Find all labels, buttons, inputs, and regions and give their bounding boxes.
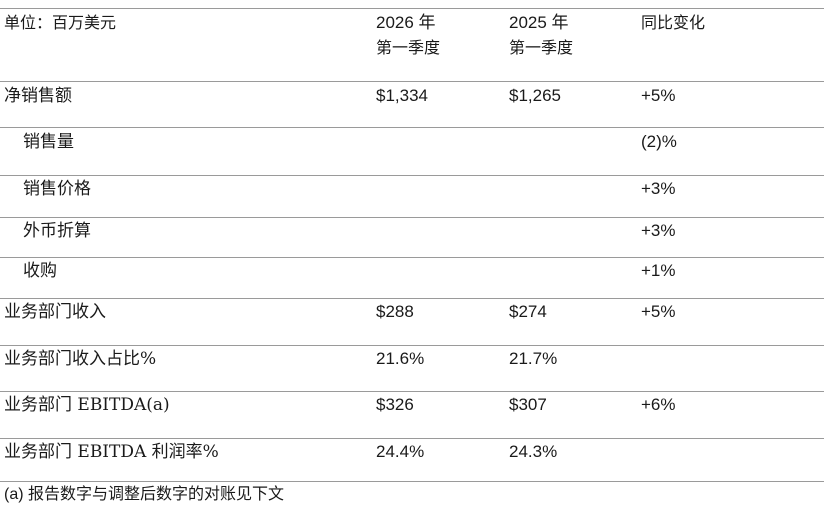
col-change: 同比变化	[641, 13, 706, 32]
value-2026: $326	[376, 395, 414, 414]
table-row: 外币折算 +3%	[0, 217, 824, 257]
unit-label: 单位：百万美元	[4, 13, 117, 32]
value-2025: $307	[509, 395, 547, 414]
row-label: 业务部门 EBITDA 利润率%	[4, 442, 219, 462]
yoy-change: +3%	[641, 179, 676, 198]
financial-table: 单位：百万美元 2026 年 第一季度 2025 年 第一季度 同比变化 净销售…	[0, 8, 824, 482]
row-label: 销售量	[23, 132, 74, 152]
table-row: 业务部门 EBITDA(a) $326 $307 +6%	[0, 391, 824, 438]
value-2026: 24.4%	[376, 442, 425, 461]
col-2026-year: 2026 年	[376, 13, 436, 32]
col-2025-year: 2025 年	[509, 13, 569, 32]
table-row: 销售价格 +3%	[0, 175, 824, 217]
value-2025: $274	[509, 302, 547, 321]
row-label: 收购	[23, 261, 57, 281]
value-2025: 21.7%	[509, 349, 558, 368]
table-header-row: 单位：百万美元 2026 年 第一季度 2025 年 第一季度 同比变化	[0, 8, 824, 81]
yoy-change: +5%	[641, 302, 676, 321]
footnote: (a) 报告数字与调整后数字的对账见下文	[4, 486, 285, 503]
yoy-change: +3%	[641, 221, 676, 240]
value-2026: $1,334	[376, 86, 428, 105]
row-label: 外币折算	[23, 221, 91, 241]
yoy-change: +5%	[641, 86, 676, 105]
table-row: 业务部门 EBITDA 利润率% 24.4% 24.3%	[0, 438, 824, 482]
table-row: 收购 +1%	[0, 257, 824, 298]
row-label: 销售价格	[23, 179, 91, 199]
row-label: 业务部门收入占比%	[4, 349, 157, 369]
row-label: 净销售额	[4, 86, 72, 106]
yoy-change: +6%	[641, 395, 676, 414]
value-2026: $288	[376, 302, 414, 321]
row-label: 业务部门 EBITDA(a)	[4, 395, 170, 415]
row-label: 业务部门收入	[4, 302, 106, 322]
table-row: 销售量 (2)%	[0, 127, 824, 175]
col-2026-quarter: 第一季度	[376, 38, 441, 57]
table-row: 业务部门收入占比% 21.6% 21.7%	[0, 345, 824, 391]
yoy-change: +1%	[641, 261, 676, 280]
value-2025: 24.3%	[509, 442, 558, 461]
value-2025: $1,265	[509, 86, 561, 105]
yoy-change: (2)%	[641, 132, 677, 151]
col-2025-quarter: 第一季度	[509, 38, 574, 57]
value-2026: 21.6%	[376, 349, 425, 368]
table-row: 净销售额 $1,334 $1,265 +5%	[0, 81, 824, 127]
table-row: 业务部门收入 $288 $274 +5%	[0, 298, 824, 345]
